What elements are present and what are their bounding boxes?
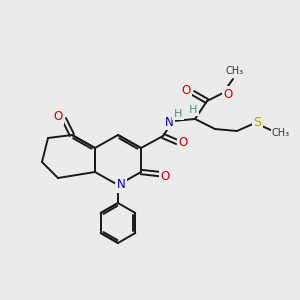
Text: H: H [189,105,197,115]
Text: O: O [53,110,63,124]
Text: S: S [253,116,261,130]
Text: O: O [160,169,169,182]
Text: O: O [182,85,190,98]
Text: H: H [174,109,182,119]
Text: CH₃: CH₃ [226,66,244,76]
Text: N: N [165,116,173,128]
Text: CH₃: CH₃ [272,128,290,138]
Text: N: N [117,178,125,191]
Text: O: O [224,88,232,100]
Text: O: O [178,136,188,149]
